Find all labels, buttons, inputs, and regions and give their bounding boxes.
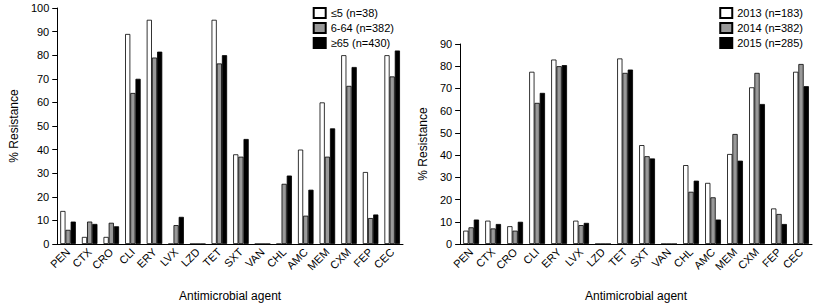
svg-text:30: 30 [440,171,452,183]
svg-text:LVX: LVX [158,245,181,268]
svg-text:SXT: SXT [628,246,652,270]
svg-text:90: 90 [440,38,452,50]
svg-text:AMC: AMC [692,246,718,272]
svg-text:PEN: PEN [451,246,476,271]
svg-text:TET: TET [200,246,223,269]
svg-text:FEP: FEP [351,246,375,270]
svg-text:CEC: CEC [780,246,805,271]
svg-text:50: 50 [440,127,452,139]
svg-text:CEC: CEC [372,246,397,271]
svg-text:60: 60 [440,105,452,117]
svg-text:60: 60 [37,96,49,108]
svg-text:CLI: CLI [521,246,542,267]
svg-text:VAN: VAN [649,246,673,270]
svg-text:40: 40 [37,144,49,156]
svg-text:70: 70 [440,82,452,94]
svg-text:LZD: LZD [179,246,202,269]
svg-text:FEP: FEP [760,246,784,270]
svg-text:≥65 (n=430): ≥65 (n=430) [331,37,391,49]
svg-text:10: 10 [37,214,49,226]
svg-text:80: 80 [37,49,49,61]
svg-text:CHL: CHL [264,246,288,270]
svg-text:2014 (n=382): 2014 (n=382) [737,22,803,34]
svg-text:70: 70 [37,73,49,85]
svg-text:AMC: AMC [284,246,310,272]
svg-text:LZD: LZD [584,246,607,269]
svg-text:CHL: CHL [671,246,695,270]
svg-text:40: 40 [440,149,452,161]
svg-text:MEM: MEM [305,246,332,273]
svg-text:CLI: CLI [117,246,138,267]
svg-text:CXM: CXM [327,246,353,272]
svg-text:2013 (n=183): 2013 (n=183) [737,7,803,19]
svg-text:80: 80 [440,60,452,72]
svg-text:TET: TET [606,246,629,269]
svg-text:CTX: CTX [473,245,497,269]
svg-text:ERY: ERY [134,245,159,270]
svg-text:90: 90 [37,26,49,38]
svg-text:CRO: CRO [90,245,116,271]
svg-text:ERY: ERY [539,245,564,270]
svg-text:Antimicrobial agent: Antimicrobial agent [585,289,688,303]
svg-text:0: 0 [43,238,49,250]
svg-text:% Resistance: % Resistance [416,107,430,181]
svg-text:50: 50 [37,120,49,132]
svg-text:VAN: VAN [243,246,267,270]
svg-text:≤5 (n=38): ≤5 (n=38) [331,7,378,19]
svg-text:20: 20 [37,191,49,203]
svg-text:MEM: MEM [713,246,740,273]
svg-text:% Resistance: % Resistance [7,89,21,163]
svg-text:100: 100 [31,2,49,14]
svg-text:SXT: SXT [222,246,246,270]
svg-text:20: 20 [440,194,452,206]
svg-text:CTX: CTX [70,245,94,269]
svg-text:10: 10 [440,216,452,228]
svg-text:LVX: LVX [563,245,586,268]
svg-text:PEN: PEN [48,246,73,271]
svg-text:6-64 (n=382): 6-64 (n=382) [331,22,394,34]
svg-text:30: 30 [37,167,49,179]
svg-text:0: 0 [446,238,452,250]
svg-text:CXM: CXM [736,246,762,272]
svg-text:2015 (n=285): 2015 (n=285) [737,37,803,49]
svg-text:Antimicrobial agent: Antimicrobial agent [179,289,282,303]
svg-text:CRO: CRO [494,245,520,271]
